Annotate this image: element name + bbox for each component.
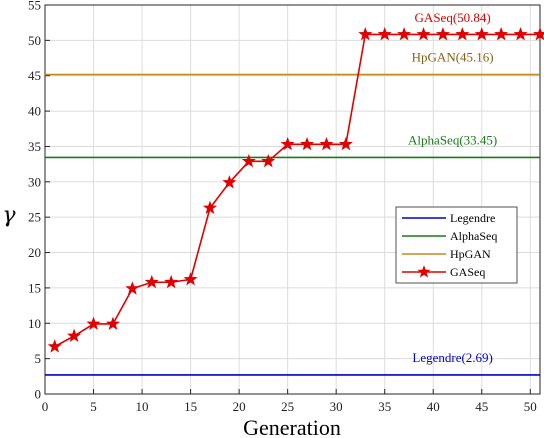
data-point bbox=[144, 274, 159, 289]
y-tick-label: 45 bbox=[28, 68, 41, 83]
data-point bbox=[377, 27, 392, 41]
x-tick-label: 10 bbox=[136, 399, 149, 414]
y-tick-label: 10 bbox=[28, 316, 41, 331]
x-tick-label: 5 bbox=[90, 399, 97, 414]
axes: 0 5 10 15 20 25 30 35 40 45 50 0 5 10 15 20 25 30 35 40 45 50… bbox=[28, 0, 541, 414]
data-point bbox=[164, 274, 179, 289]
y-tick-label: 20 bbox=[28, 245, 41, 260]
data-point bbox=[494, 27, 509, 41]
y-tick-label: 40 bbox=[28, 104, 41, 119]
annotation-label: GASeq(50.84) bbox=[415, 10, 491, 25]
data-point bbox=[202, 200, 218, 214]
data-point bbox=[416, 27, 431, 41]
annotation-label: AlphaSeq(33.45) bbox=[408, 132, 497, 147]
data-point bbox=[338, 136, 353, 151]
x-tick-label: 0 bbox=[42, 399, 49, 414]
legend-label: Legendre bbox=[450, 211, 495, 225]
annotation-label: Legendre(2.69) bbox=[412, 350, 493, 365]
legend-marker bbox=[417, 265, 431, 278]
annotations: GASeq(50.84) HpGAN(45.16) AlphaSeq(33.45) L… bbox=[408, 10, 497, 365]
y-tick-label: 30 bbox=[28, 174, 41, 189]
legend-box bbox=[395, 206, 518, 284]
data-point bbox=[455, 27, 470, 41]
data-point bbox=[474, 27, 489, 41]
data-point bbox=[532, 27, 544, 41]
y-axis-title: γ bbox=[2, 203, 16, 228]
data-point bbox=[358, 27, 373, 41]
x-tick-label: 25 bbox=[281, 399, 294, 414]
y-tick-label: 5 bbox=[35, 351, 42, 366]
data-point bbox=[513, 27, 528, 41]
x-tick-label: 20 bbox=[233, 399, 246, 414]
x-tick-label: 30 bbox=[330, 399, 343, 414]
data-point bbox=[183, 272, 198, 286]
y-tick-label: 25 bbox=[28, 210, 41, 225]
data-point bbox=[280, 136, 295, 151]
data-point bbox=[86, 316, 101, 330]
y-tick-label: 35 bbox=[28, 139, 41, 154]
legend: Legendre AlphaSeq HpGAN GASeq bbox=[395, 206, 518, 284]
data-point bbox=[319, 136, 334, 151]
x-tick-label: 50 bbox=[524, 399, 537, 414]
data-point bbox=[397, 27, 412, 41]
data-point bbox=[105, 316, 120, 330]
data-point bbox=[300, 136, 315, 151]
legend-label: AlphaSeq bbox=[450, 229, 497, 243]
data-point bbox=[67, 328, 82, 342]
grid bbox=[44, 4, 540, 395]
data-point bbox=[222, 175, 237, 189]
annotation-label: HpGAN(45.16) bbox=[412, 50, 494, 65]
legend-label: HpGAN bbox=[450, 247, 491, 261]
plot-area bbox=[45, 5, 540, 394]
data-point bbox=[435, 27, 450, 41]
axes-box bbox=[44, 4, 541, 395]
series bbox=[45, 27, 544, 376]
data-point bbox=[241, 153, 256, 168]
data-point bbox=[261, 153, 276, 168]
x-axis-title: Generation bbox=[243, 415, 341, 438]
x-tick-label: 40 bbox=[427, 399, 440, 414]
y-tick-label: 50 bbox=[28, 33, 41, 48]
x-tick-label: 35 bbox=[378, 399, 391, 414]
y-tick-label: 15 bbox=[28, 280, 41, 295]
x-tick-label: 45 bbox=[475, 399, 488, 414]
y-tick-label: 0 bbox=[35, 387, 42, 402]
data-point bbox=[47, 339, 62, 353]
data-point bbox=[125, 281, 140, 295]
legend-label: GASeq bbox=[450, 265, 485, 279]
x-tick-label: 15 bbox=[184, 399, 197, 414]
y-tick-label: 55 bbox=[28, 0, 41, 13]
